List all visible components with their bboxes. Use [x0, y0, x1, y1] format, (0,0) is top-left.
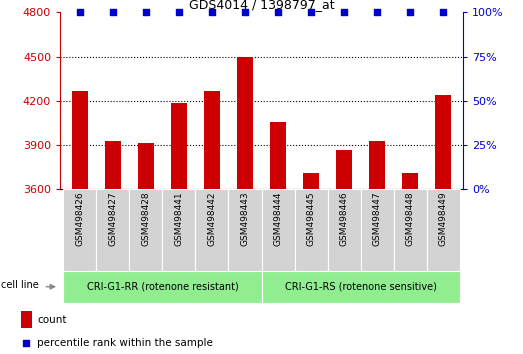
- Text: GSM498447: GSM498447: [372, 192, 382, 246]
- Text: GSM498428: GSM498428: [141, 192, 151, 246]
- Bar: [294, 189, 327, 271]
- Bar: [336, 149, 353, 189]
- Point: [208, 10, 216, 15]
- Bar: [170, 103, 187, 189]
- Text: CRI-G1-RS (rotenone sensitive): CRI-G1-RS (rotenone sensitive): [285, 282, 437, 292]
- Bar: [72, 91, 88, 189]
- Bar: [393, 189, 427, 271]
- Text: cell line: cell line: [1, 280, 39, 290]
- Bar: [303, 173, 319, 189]
- Bar: [204, 91, 220, 189]
- Text: percentile rank within the sample: percentile rank within the sample: [37, 338, 213, 348]
- Point: [142, 10, 150, 15]
- Bar: [138, 143, 154, 189]
- Text: GSM498426: GSM498426: [75, 192, 84, 246]
- Bar: [63, 271, 262, 303]
- Bar: [262, 189, 294, 271]
- Bar: [402, 173, 418, 189]
- Point: [406, 10, 414, 15]
- Bar: [63, 189, 96, 271]
- Bar: [105, 141, 121, 189]
- Bar: [262, 271, 460, 303]
- Bar: [163, 189, 196, 271]
- Bar: [96, 189, 130, 271]
- Text: CRI-G1-RR (rotenone resistant): CRI-G1-RR (rotenone resistant): [87, 282, 238, 292]
- Bar: [270, 121, 286, 189]
- Text: GSM498443: GSM498443: [241, 192, 249, 246]
- Text: GSM498442: GSM498442: [208, 192, 217, 246]
- Point: [241, 10, 249, 15]
- Point: [439, 10, 447, 15]
- Point: [175, 10, 183, 15]
- Point: [109, 10, 117, 15]
- Point: [373, 10, 381, 15]
- Text: GSM498441: GSM498441: [175, 192, 184, 246]
- Bar: [21, 311, 32, 328]
- Bar: [196, 189, 229, 271]
- Point: [274, 10, 282, 15]
- Title: GDS4014 / 1398797_at: GDS4014 / 1398797_at: [189, 0, 334, 11]
- Bar: [327, 189, 360, 271]
- Text: GSM498449: GSM498449: [439, 192, 448, 246]
- Point: [76, 10, 84, 15]
- Text: GSM498448: GSM498448: [405, 192, 415, 246]
- Bar: [435, 95, 451, 189]
- Bar: [237, 57, 253, 189]
- Bar: [130, 189, 163, 271]
- Point: [22, 341, 30, 346]
- Bar: [229, 189, 262, 271]
- Bar: [369, 141, 385, 189]
- Text: GSM498445: GSM498445: [306, 192, 315, 246]
- Text: GSM498446: GSM498446: [339, 192, 348, 246]
- Point: [307, 10, 315, 15]
- Bar: [427, 189, 460, 271]
- Point: [340, 10, 348, 15]
- Text: GSM498444: GSM498444: [274, 192, 282, 246]
- Text: count: count: [37, 315, 66, 325]
- Bar: [360, 189, 393, 271]
- Text: GSM498427: GSM498427: [108, 192, 118, 246]
